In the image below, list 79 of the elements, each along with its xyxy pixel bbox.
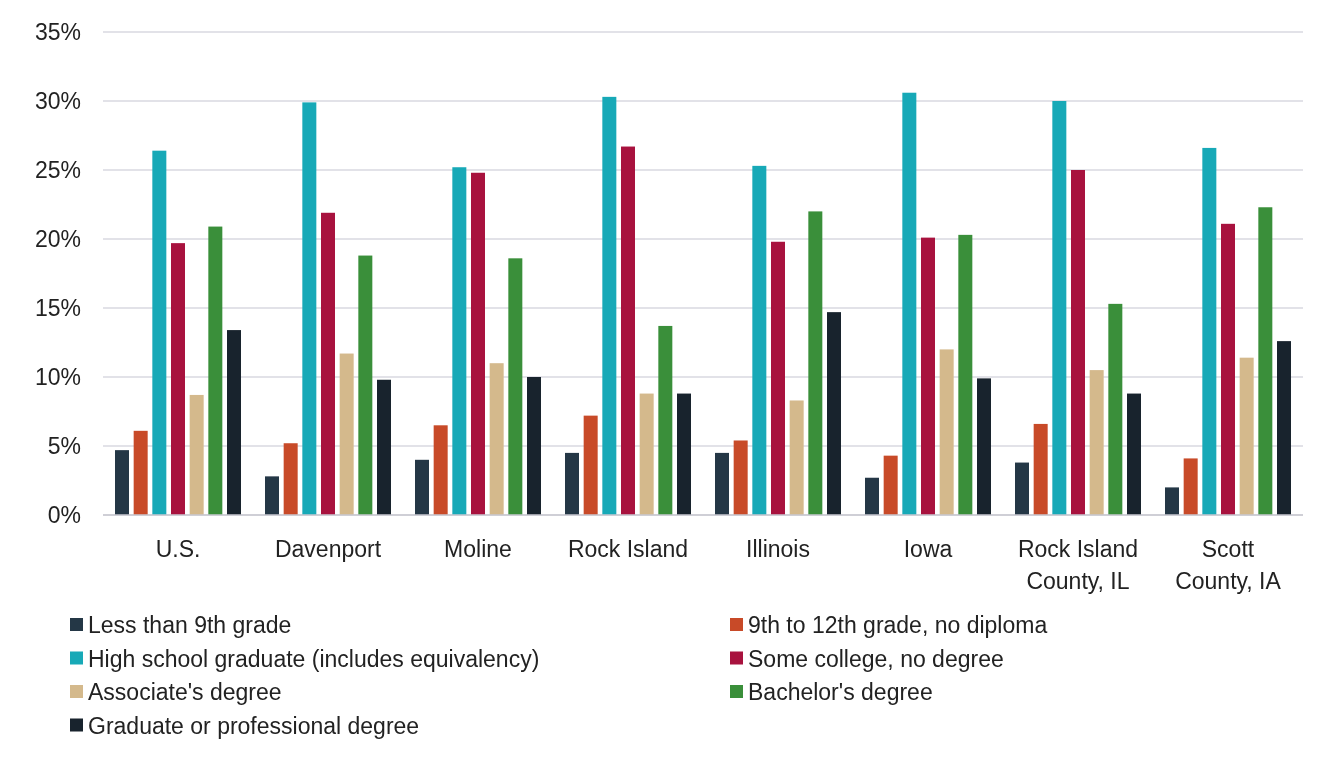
legend-label: Less than 9th grade [88, 612, 292, 639]
bar [1071, 170, 1085, 515]
y-tick-label: 35% [34, 19, 81, 46]
bar [808, 211, 823, 515]
bar [565, 452, 579, 515]
legend-label: High school graduate (includes equivalency) [88, 645, 540, 672]
bar [377, 379, 391, 515]
bar [977, 378, 991, 515]
bar [921, 237, 935, 515]
legend-label: Associate's degree [88, 679, 282, 706]
bar [827, 312, 841, 515]
bar [115, 450, 129, 515]
legend-label: 9th to 12th grade, no diploma [748, 612, 1048, 639]
y-tick-label: 25% [34, 157, 81, 184]
bar [733, 440, 748, 515]
bar [339, 353, 354, 515]
bar [1221, 223, 1235, 515]
legend-label: Some college, no degree [748, 645, 1004, 672]
bar [1277, 341, 1291, 515]
bar [658, 325, 673, 515]
bar [302, 102, 317, 515]
bar [621, 146, 635, 515]
bar [358, 255, 373, 515]
x-tick-label: Rock Island [567, 536, 689, 562]
x-tick-label: Rock Island County, IL [1017, 536, 1139, 594]
bar [171, 243, 185, 515]
legend-label: Graduate or professional degree [88, 712, 420, 739]
bar [433, 425, 448, 515]
x-tick-label: Scott County, IA [1175, 536, 1282, 594]
bar [1165, 487, 1179, 515]
y-tick-label: 10% [34, 364, 81, 391]
bar [508, 258, 523, 515]
x-tick-label: Davenport [274, 536, 382, 562]
y-tick-label: 0% [47, 502, 81, 529]
bar [1089, 370, 1104, 515]
bar [1258, 207, 1273, 515]
bar [1015, 462, 1029, 515]
bar [471, 172, 485, 515]
bar [958, 234, 973, 515]
bar [489, 363, 504, 515]
bar [189, 394, 204, 515]
bar [1033, 423, 1048, 515]
bar [1239, 357, 1254, 515]
bar [902, 92, 917, 515]
x-tick-label: Illinois [746, 536, 810, 562]
bar [677, 393, 691, 515]
bar [283, 443, 298, 515]
bar [527, 377, 541, 515]
y-tick-label: 15% [34, 295, 81, 322]
bar [133, 430, 148, 515]
y-tick-label: 20% [34, 226, 81, 253]
bar [883, 455, 898, 515]
bar [583, 415, 598, 515]
bar [321, 212, 335, 515]
bar [208, 226, 223, 515]
bar [939, 349, 954, 515]
bar [452, 167, 467, 515]
legend-label: Bachelor's degree [748, 679, 933, 706]
bar [771, 241, 785, 515]
bar [1127, 393, 1141, 515]
x-tick-label: Moline [444, 536, 512, 562]
bar [639, 393, 654, 515]
x-tick-label: U.S. [155, 536, 201, 562]
bar [1202, 147, 1217, 515]
bar [789, 400, 804, 515]
bar [602, 96, 617, 515]
bar [415, 459, 429, 515]
bar [865, 477, 879, 515]
y-tick-label: 30% [34, 88, 81, 115]
bar [1183, 458, 1198, 515]
bar [1052, 101, 1067, 515]
x-tick-label: Iowa [903, 536, 953, 562]
bar [265, 476, 279, 515]
y-tick-label: 5% [47, 433, 81, 460]
bar [227, 330, 241, 515]
bar [1108, 303, 1123, 515]
bar [752, 165, 767, 515]
bar [715, 452, 729, 515]
bar [152, 150, 167, 515]
